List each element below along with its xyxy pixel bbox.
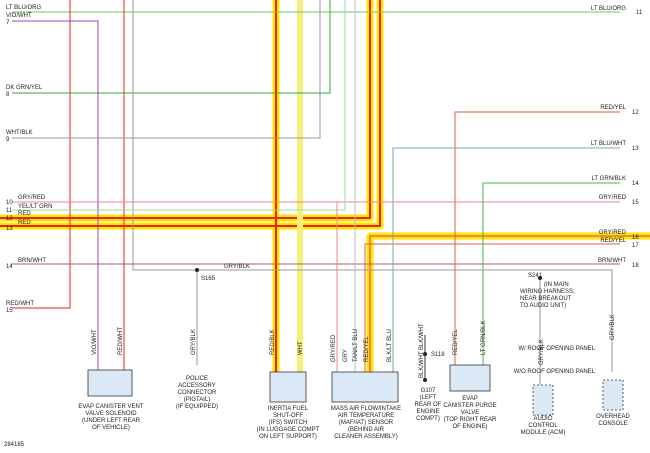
wire-label: GRY/BLK (191, 329, 197, 355)
row-num: 15 (632, 200, 639, 206)
row-num: 9 (6, 137, 10, 143)
wires (0, 0, 650, 385)
component-label: INERTIA FUEL SHUT-OFF (IFS) SWITCH (IN LUGG… (257, 406, 320, 440)
splice-dots (195, 268, 542, 382)
row-num: 11 (636, 10, 643, 16)
wire-label: RED/WHT (118, 327, 124, 355)
row-num: 17 (632, 243, 639, 249)
row-label: LT BLU/ORG (591, 6, 626, 12)
ifs-switch (269, 371, 307, 403)
figure-id: 284185 (4, 442, 25, 448)
row-num: 7 (6, 20, 10, 26)
row-label: RED (18, 211, 31, 217)
wire-label: VIO/WHT (92, 329, 98, 355)
splice-labels: GRY/BLK S165 S241 (IN MAIN WIRING HARNESS… (201, 264, 575, 422)
row-label: GRY/RED (599, 230, 627, 236)
row-label: LT BLU/WHT (591, 141, 626, 147)
row-label: RED/WHT (6, 301, 34, 307)
wire-label: GRY/BLK (539, 339, 545, 365)
left-labels: LT BLU/ORG VIO/WHT 7 DK GRN/YEL 8 WHT/BL… (6, 5, 52, 314)
row-label: LT BLU/ORG (6, 5, 41, 11)
row-num: 11 (6, 208, 13, 214)
row-num: 12 (6, 216, 13, 222)
wire-label: GRY/BLK (224, 264, 250, 270)
row-label: LT GRN/BLK (592, 176, 626, 182)
component-label: MASS AIR FLOW/INTAKE AIR TEMPERATURE (MAF/… (331, 406, 401, 440)
component-label: EVAP CANISTER PURGE VALVE (TOP RIGHT REAR OF… (443, 396, 497, 430)
option-label: W/ ROOF OPENING PANEL (518, 346, 595, 352)
row-label: RED/YEL (600, 105, 626, 111)
component-label: POLICE ACCESSORY CONNECTOR (PIGTAIL) (IF EQU… (176, 376, 218, 410)
row-label: WHT/BLK (6, 130, 33, 136)
row-num: 14 (632, 181, 639, 187)
evap-vent-solenoid (87, 369, 133, 397)
row-label: YEL/LT GRN (18, 204, 52, 210)
wire-label: GRY (343, 349, 349, 362)
right-labels: LT BLU/ORG 11 RED/YEL 12 LT BLU/WHT 13 L… (591, 6, 643, 269)
row-num: 16 (632, 235, 639, 241)
row-num: 13 (6, 226, 13, 232)
audio-module (532, 384, 554, 416)
component-label: AUDIO CONTROL MODULE (ACM) (521, 416, 566, 436)
wire-label: RED/BLK (270, 329, 276, 355)
row-label: GRY/RED (599, 195, 627, 201)
row-label: RED/YEL (600, 238, 626, 244)
row-num: 12 (632, 110, 639, 116)
row-label: RED (18, 220, 31, 226)
wire-label: GRY/BLK (610, 314, 616, 340)
option-labels: W/ ROOF OPENING PANEL W/O ROOF OPENING P… (514, 346, 596, 375)
wire-label: RED/YEL (364, 336, 370, 362)
option-label: W/O ROOF OPENING PANEL (514, 369, 596, 375)
wire-label: WHT (298, 341, 304, 355)
row-label: DK GRN/YEL (6, 85, 43, 91)
splice-note: (IN MAIN WIRING HARNESS, NEAR BREAKOUT TO A… (520, 282, 575, 309)
row-num: 14 (6, 264, 13, 270)
wire-label: BLK/LT BLU (387, 329, 393, 362)
splice-label: S241 (528, 273, 543, 279)
wire-label: TAN/LT BLU (353, 329, 359, 362)
row-num: 18 (632, 263, 639, 269)
row-num: 8 (6, 92, 10, 98)
wire-label: LT GRN/BLK (481, 321, 487, 355)
row-label: VIO/WHT (6, 13, 32, 19)
row-label: GRY/RED (18, 195, 46, 201)
wire-label: BLK/WHT (419, 351, 425, 378)
wire-label: RED/YEL (453, 329, 459, 355)
wire-label: GRY/RED (331, 334, 337, 362)
evap-purge-valve (449, 364, 491, 392)
maf-iat-sensor (331, 371, 399, 403)
component-label: OVERHEAD CONSOLE (596, 414, 630, 427)
row-num: 13 (632, 146, 639, 152)
row-label: BRN/WHT (598, 258, 626, 264)
row-num: 10 (6, 200, 13, 206)
vertical-wire-labels: VIO/WHT RED/WHT GRY/BLK RED/BLK WHT GRY/… (92, 314, 616, 378)
row-num: 15 (6, 308, 13, 314)
component-label: EVAP CANISTER VENT VALVE SOLENOID (UNDER L… (78, 404, 143, 431)
overhead-console (602, 379, 624, 411)
ground-label: G107 (LEFT REAR OF ENGINE COMPT) (415, 388, 442, 422)
components: EVAP CANISTER VENT VALVE SOLENOID (UNDER L… (78, 364, 630, 440)
splice-label: S118 (431, 352, 445, 358)
splice-label: S165 (201, 276, 216, 282)
row-label: BRN/WHT (18, 258, 46, 264)
wire-label: BLK/WHT (419, 323, 425, 350)
